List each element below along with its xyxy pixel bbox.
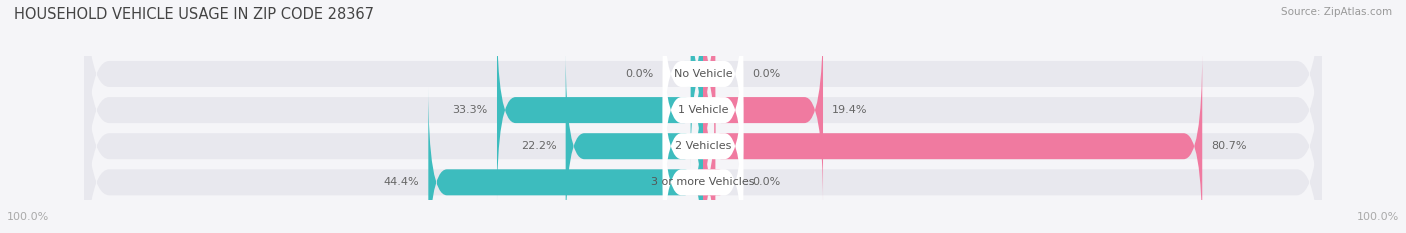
Text: 0.0%: 0.0%	[752, 69, 780, 79]
FancyBboxPatch shape	[496, 15, 703, 206]
Text: 0.0%: 0.0%	[752, 177, 780, 187]
Text: 1 Vehicle: 1 Vehicle	[678, 105, 728, 115]
Text: 100.0%: 100.0%	[1357, 212, 1399, 222]
FancyBboxPatch shape	[84, 0, 1322, 206]
FancyBboxPatch shape	[685, 0, 709, 169]
FancyBboxPatch shape	[662, 0, 744, 169]
Text: 2 Vehicles: 2 Vehicles	[675, 141, 731, 151]
FancyBboxPatch shape	[662, 51, 744, 233]
FancyBboxPatch shape	[84, 51, 1322, 233]
FancyBboxPatch shape	[697, 0, 721, 169]
Text: 33.3%: 33.3%	[453, 105, 488, 115]
Text: 3 or more Vehicles: 3 or more Vehicles	[651, 177, 755, 187]
FancyBboxPatch shape	[429, 87, 703, 233]
Text: HOUSEHOLD VEHICLE USAGE IN ZIP CODE 28367: HOUSEHOLD VEHICLE USAGE IN ZIP CODE 2836…	[14, 7, 374, 22]
Text: 0.0%: 0.0%	[626, 69, 654, 79]
Text: 100.0%: 100.0%	[7, 212, 49, 222]
Text: 22.2%: 22.2%	[520, 141, 557, 151]
FancyBboxPatch shape	[703, 15, 823, 206]
Text: 44.4%: 44.4%	[384, 177, 419, 187]
FancyBboxPatch shape	[703, 51, 1202, 233]
FancyBboxPatch shape	[84, 0, 1322, 233]
FancyBboxPatch shape	[662, 87, 744, 233]
FancyBboxPatch shape	[697, 87, 721, 233]
FancyBboxPatch shape	[84, 15, 1322, 233]
FancyBboxPatch shape	[565, 51, 703, 233]
Text: 19.4%: 19.4%	[832, 105, 868, 115]
Text: Source: ZipAtlas.com: Source: ZipAtlas.com	[1281, 7, 1392, 17]
FancyBboxPatch shape	[662, 15, 744, 206]
Text: 80.7%: 80.7%	[1212, 141, 1247, 151]
Text: No Vehicle: No Vehicle	[673, 69, 733, 79]
